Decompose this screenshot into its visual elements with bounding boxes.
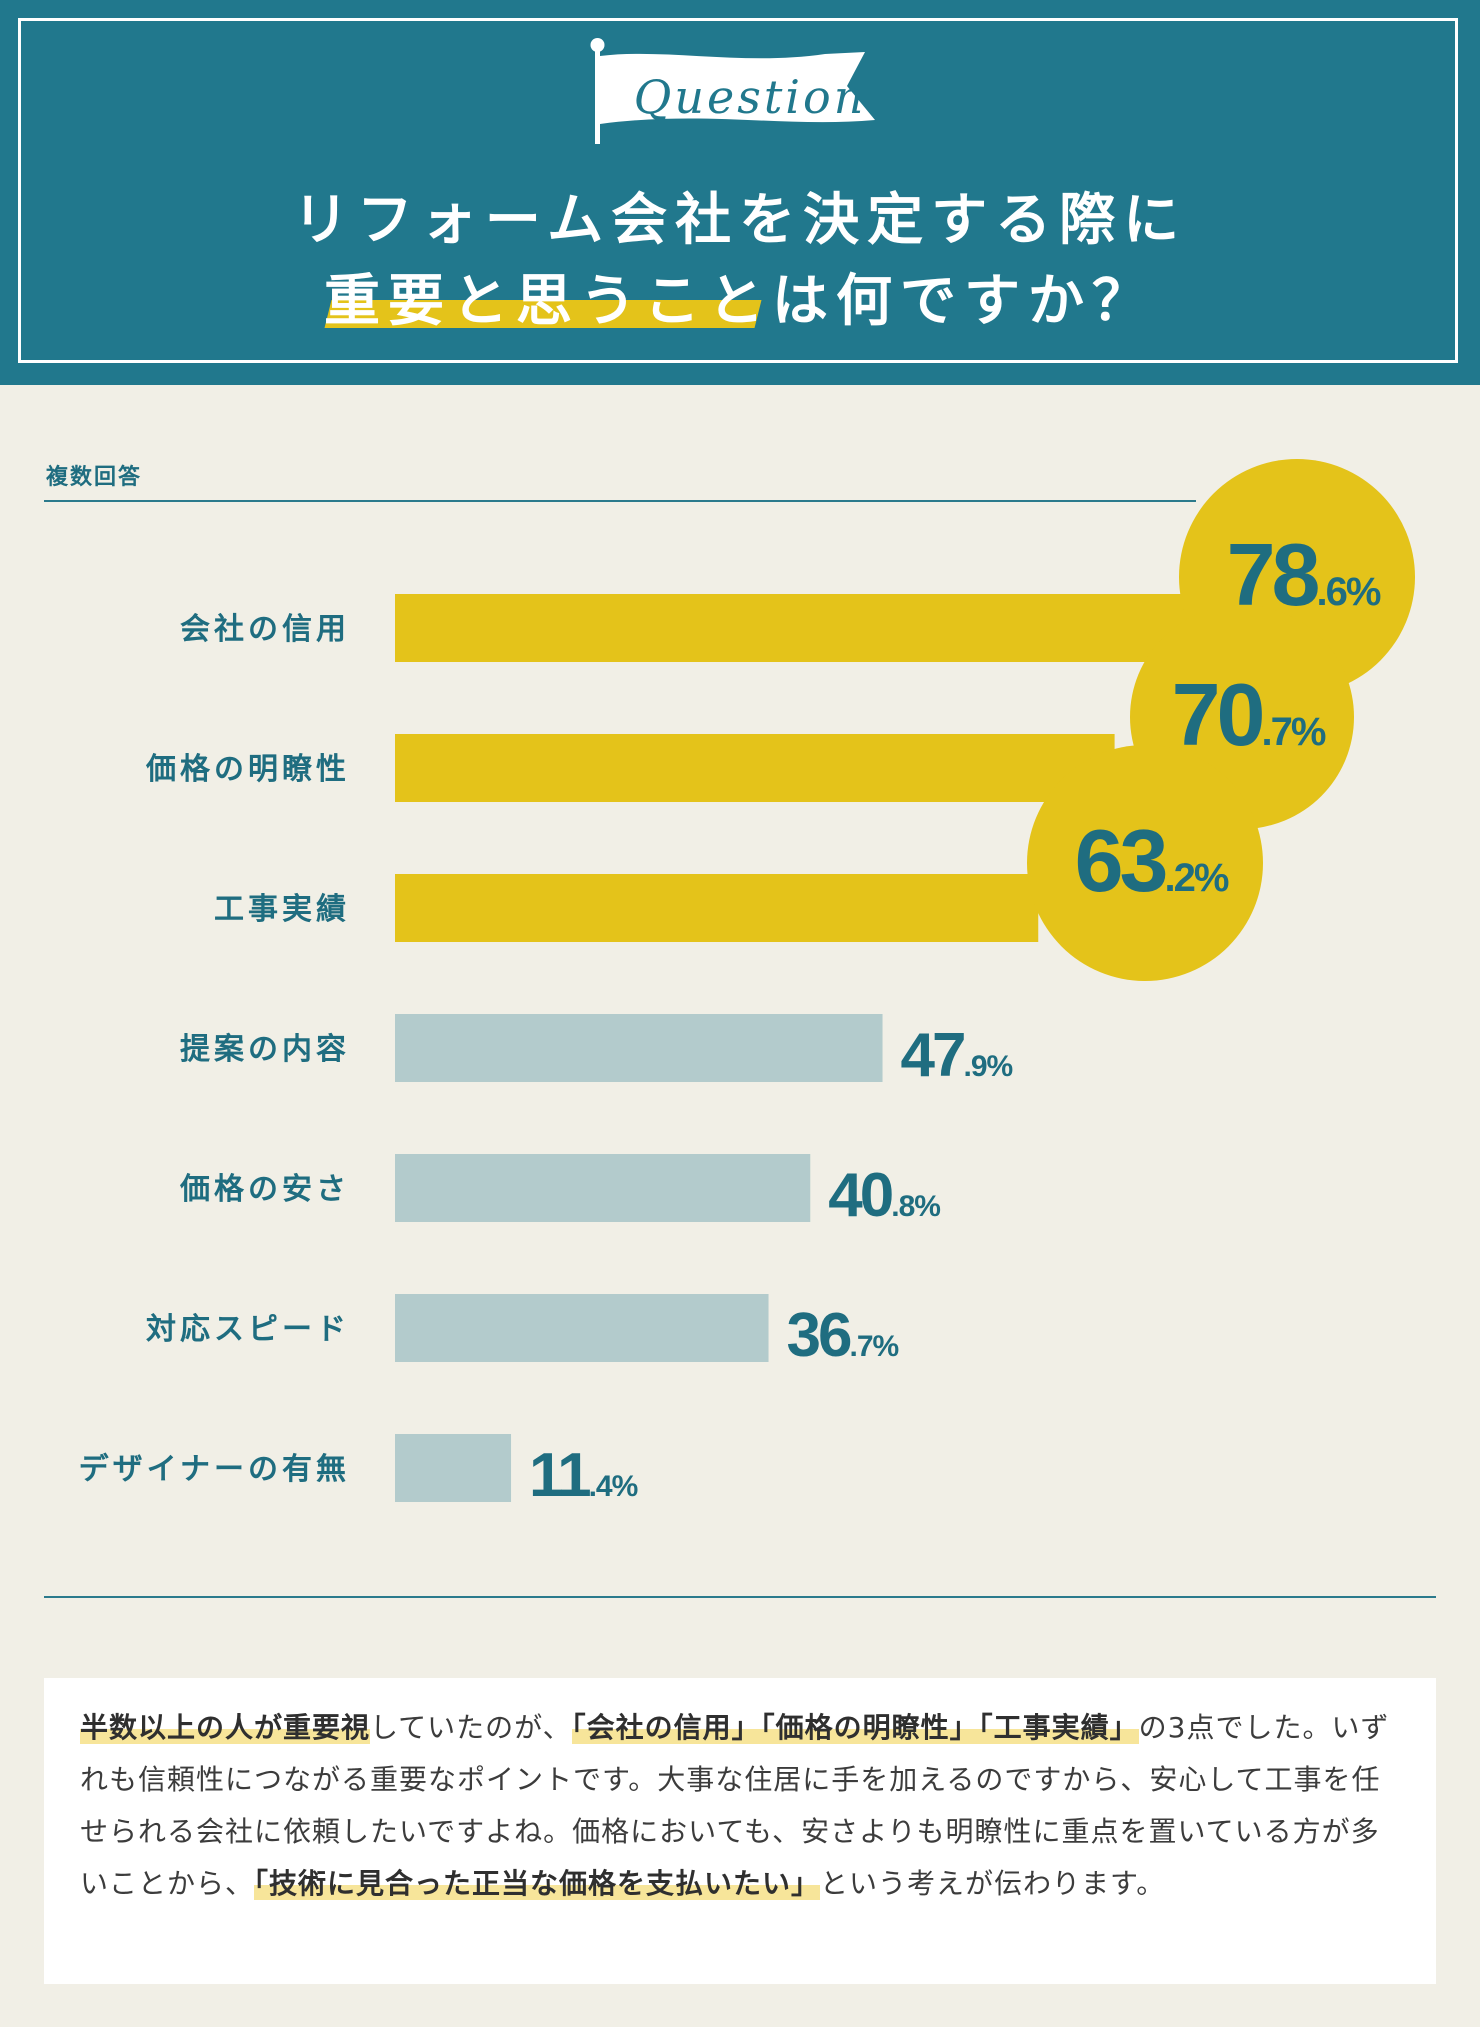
summary-text-1: していたのが、 <box>370 1711 572 1744</box>
value-dec: .8% <box>891 1190 940 1223</box>
bar <box>395 1434 512 1502</box>
bar <box>395 734 1115 802</box>
value-label: 78.6% <box>1227 525 1381 624</box>
category-label: 提案の内容 <box>180 1032 350 1067</box>
value-int: 11 <box>529 1441 590 1510</box>
value-dec: .4% <box>589 1470 638 1503</box>
summary-box: 半数以上の人が重要視していたのが、「会社の信用」「価格の明瞭性」「工事実績」の3… <box>44 1678 1436 1984</box>
value-dec: .6% <box>1316 570 1380 614</box>
summary-text-3: という考えが伝わります。 <box>820 1867 1166 1900</box>
value-dec: .7% <box>850 1330 899 1363</box>
category-label: デザイナーの有無 <box>79 1452 350 1487</box>
bar <box>395 1154 811 1222</box>
header-frame <box>18 18 1458 363</box>
category-label: 会社の信用 <box>180 612 350 647</box>
value-int: 47 <box>901 1021 964 1090</box>
summary-text: 半数以上の人が重要視していたのが、「会社の信用」「価格の明瞭性」「工事実績」の3… <box>80 1702 1400 1910</box>
flag-icon <box>590 38 875 144</box>
value-dec: .9% <box>964 1050 1013 1083</box>
value-dec: .2% <box>1164 856 1228 900</box>
summary-highlight-1: 半数以上の人が重要視 <box>80 1711 371 1744</box>
page-title-line1: リフォーム会社を決定する際に <box>292 188 1188 253</box>
value-int: 63 <box>1075 811 1166 910</box>
value-bubble <box>1027 745 1263 981</box>
divider-bottom <box>44 1596 1436 1598</box>
answer-note: 複数回答 <box>46 465 143 490</box>
summary-highlight-2: 「会社の信用」「価格の明瞭性」「工事実績」 <box>571 1711 1139 1744</box>
value-label: 70.7% <box>1172 665 1326 764</box>
value-label: 40.8% <box>828 1161 940 1230</box>
value-label: 36.7% <box>787 1301 899 1370</box>
category-label: 対応スピード <box>146 1312 350 1347</box>
bar <box>395 594 1195 662</box>
question-flag: Question <box>585 38 895 148</box>
divider-top <box>44 500 1196 502</box>
value-label: 11.4% <box>529 1441 638 1510</box>
value-int: 70 <box>1172 665 1263 764</box>
page-title-line2: 重要と思うことは何ですか？ <box>324 269 1156 334</box>
category-label: 価格の安さ <box>179 1172 350 1207</box>
bar <box>395 1014 883 1082</box>
flag-word: Question <box>633 70 867 124</box>
value-label: 63.2% <box>1075 811 1229 910</box>
summary-text-2: の3点でした。いずれも信頼性につながる重要なポイントです。大事な住居に手を加える… <box>80 1711 1390 1900</box>
value-int: 36 <box>787 1301 851 1370</box>
category-label: 工事実績 <box>214 892 350 927</box>
value-dec: .7% <box>1261 710 1325 754</box>
value-label: 47.9% <box>901 1021 1013 1090</box>
value-int: 40 <box>828 1161 891 1230</box>
header-banner: Question リフォーム会社を決定する際に 重要と思うことは何ですか？ <box>0 0 1480 385</box>
category-label: 価格の明瞭性 <box>145 752 350 787</box>
bar <box>395 1294 769 1362</box>
bar <box>395 874 1039 942</box>
summary-highlight-3: 「技術に見合った正当な価格を支払いたい」 <box>254 1867 821 1900</box>
